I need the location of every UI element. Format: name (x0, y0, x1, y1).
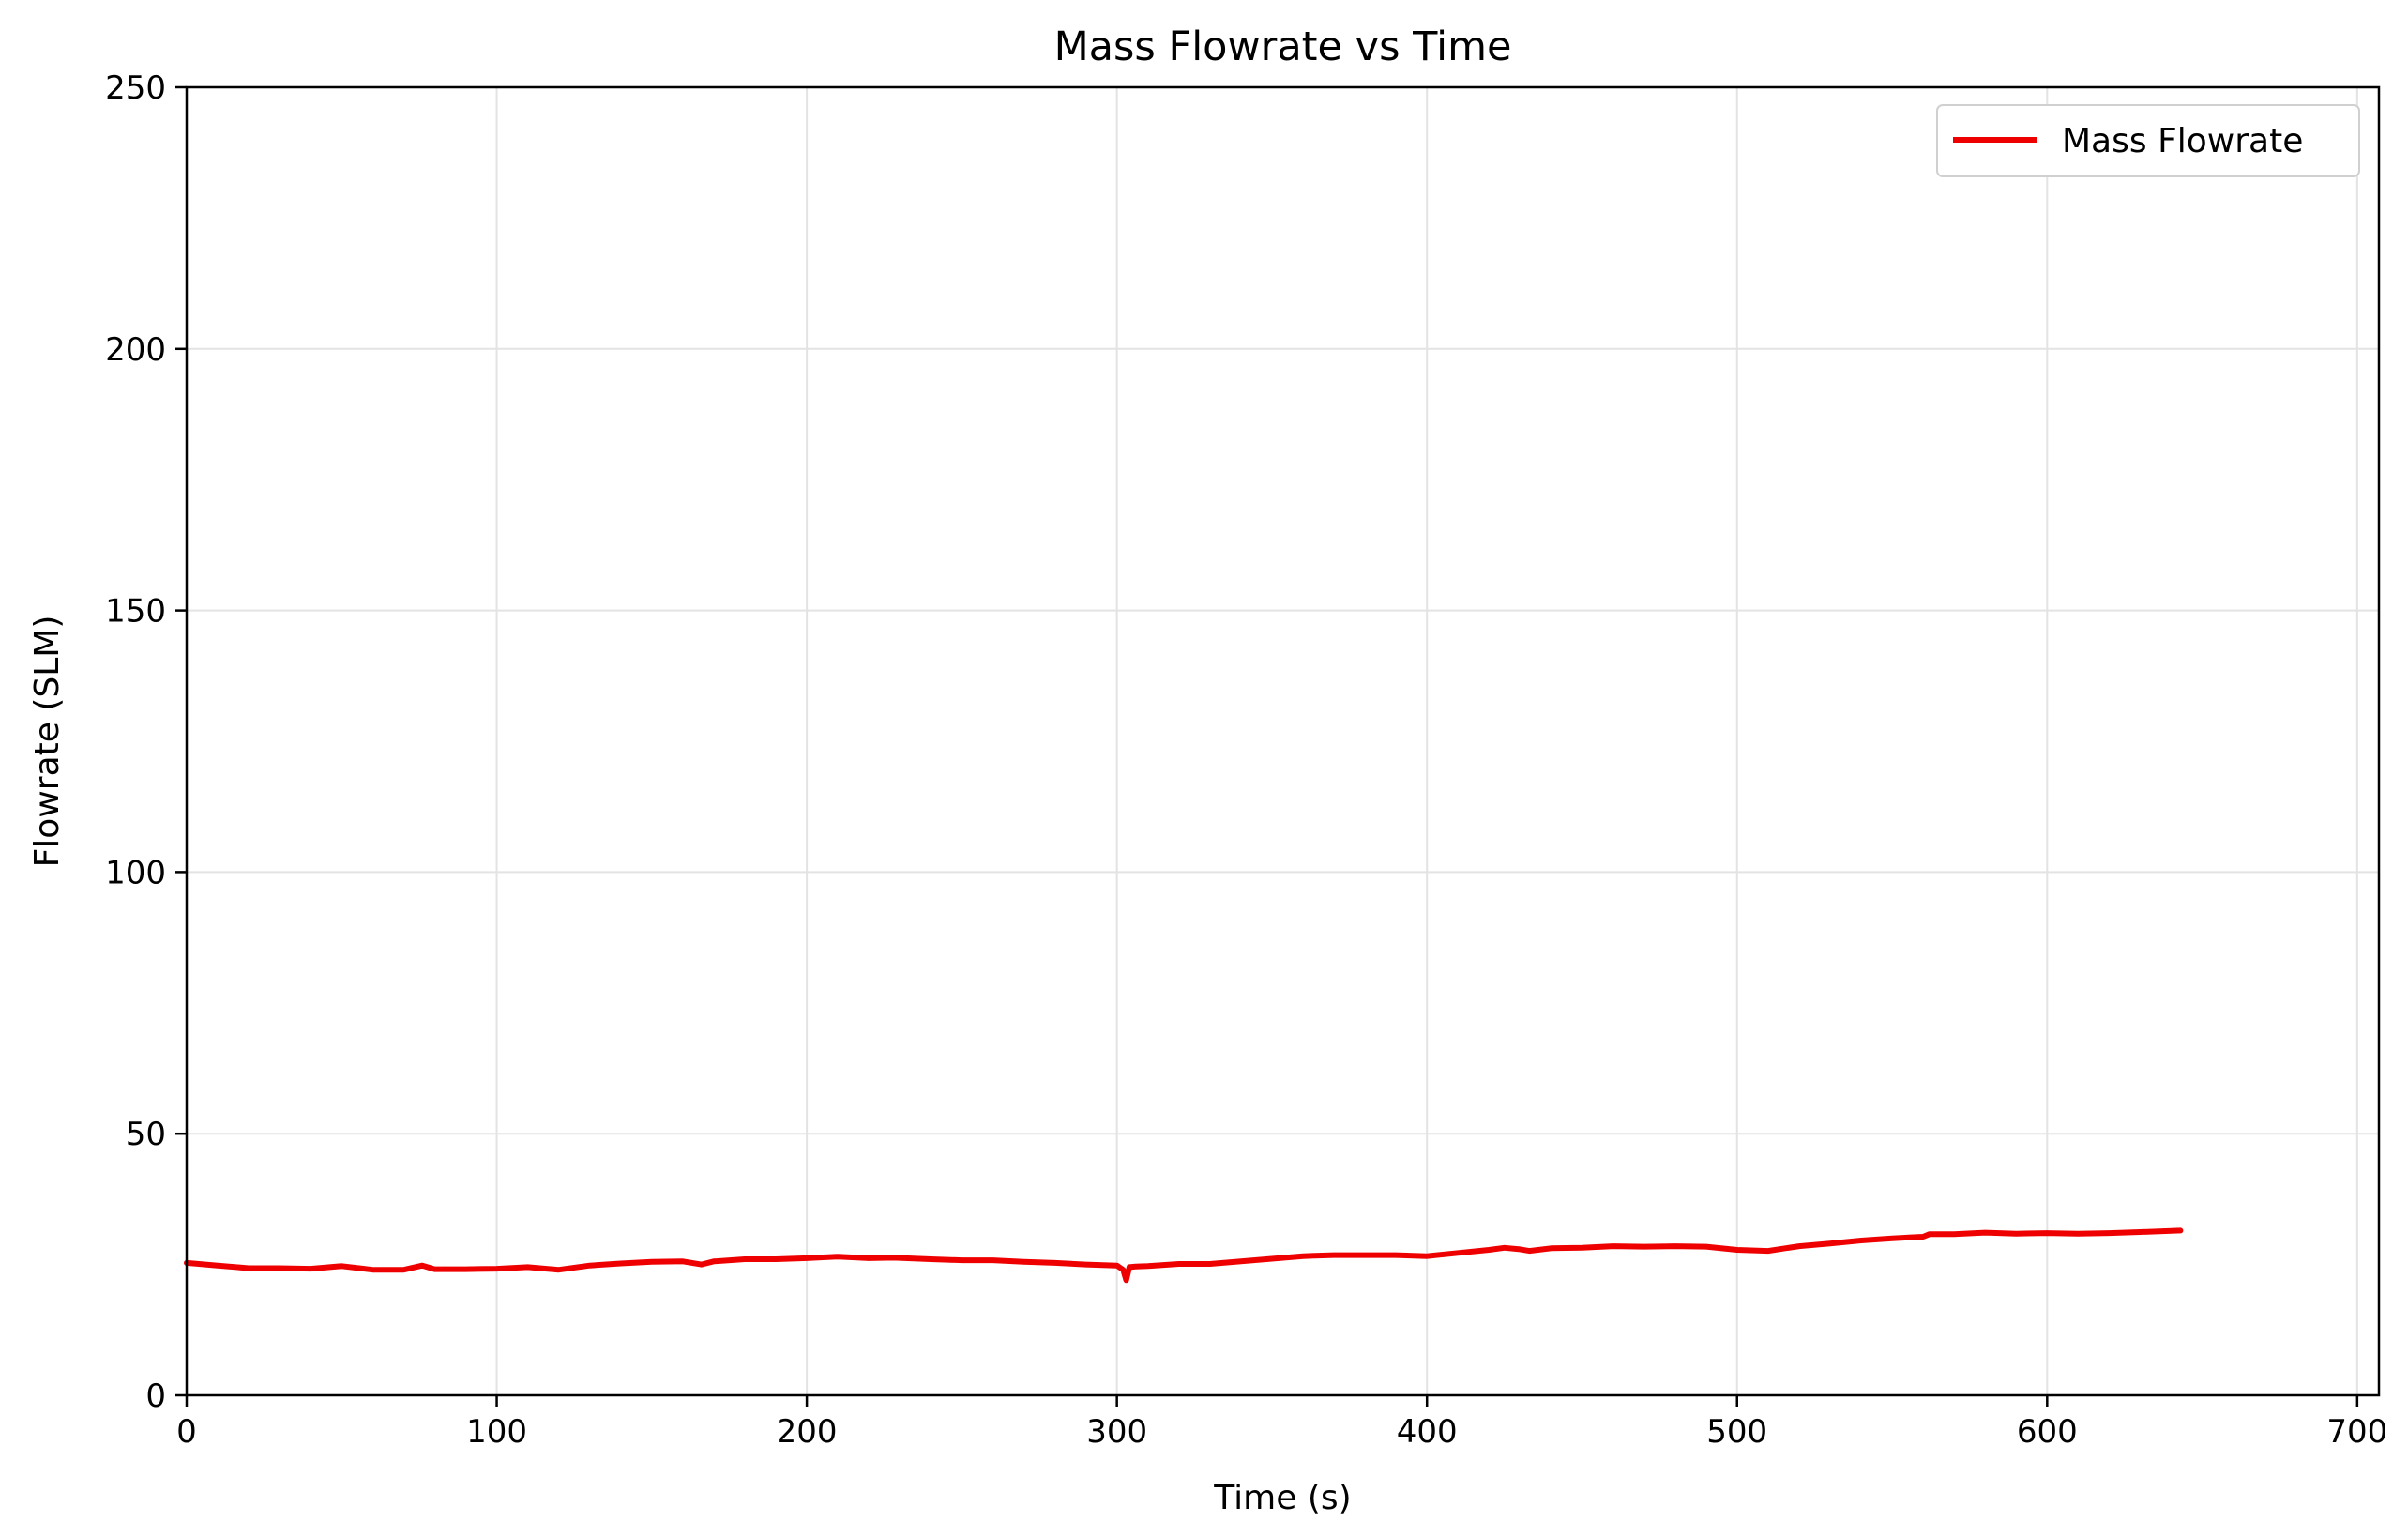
chart-title: Mass Flowrate vs Time (1054, 23, 1512, 70)
x-tick-label: 700 (2326, 1413, 2387, 1451)
series-line-mass-flowrate (184, 1227, 2184, 1284)
y-axis-label: Flowrate (SLM) (28, 616, 67, 868)
legend-label-mass-flowrate: Mass Flowrate (2062, 122, 2303, 160)
legend: Mass Flowrate (1936, 104, 2360, 177)
x-axis-ticks: 0 100 200 300 400 500 600 700 (176, 1395, 2387, 1451)
y-tick-label: 200 (105, 331, 166, 369)
series-layer (184, 1227, 2184, 1284)
y-tick-label: 150 (105, 593, 166, 631)
x-tick-label: 0 (176, 1413, 197, 1451)
x-tick-label: 400 (1397, 1413, 1458, 1451)
y-tick-label: 0 (145, 1377, 166, 1415)
x-tick-label: 600 (2017, 1413, 2078, 1451)
y-tick-label: 50 (126, 1116, 166, 1153)
y-tick-label: 100 (105, 854, 166, 891)
y-tick-label: 250 (105, 69, 166, 107)
x-tick-label: 300 (1086, 1413, 1147, 1451)
x-tick-label: 200 (777, 1413, 838, 1451)
x-tick-label: 100 (466, 1413, 527, 1451)
y-axis-ticks: 0 50 100 150 200 250 (105, 69, 187, 1415)
x-tick-label: 500 (1706, 1413, 1767, 1451)
x-axis-label: Time (s) (1213, 1479, 1351, 1517)
plot-frame (185, 85, 2381, 1397)
legend-box (1936, 104, 2360, 177)
